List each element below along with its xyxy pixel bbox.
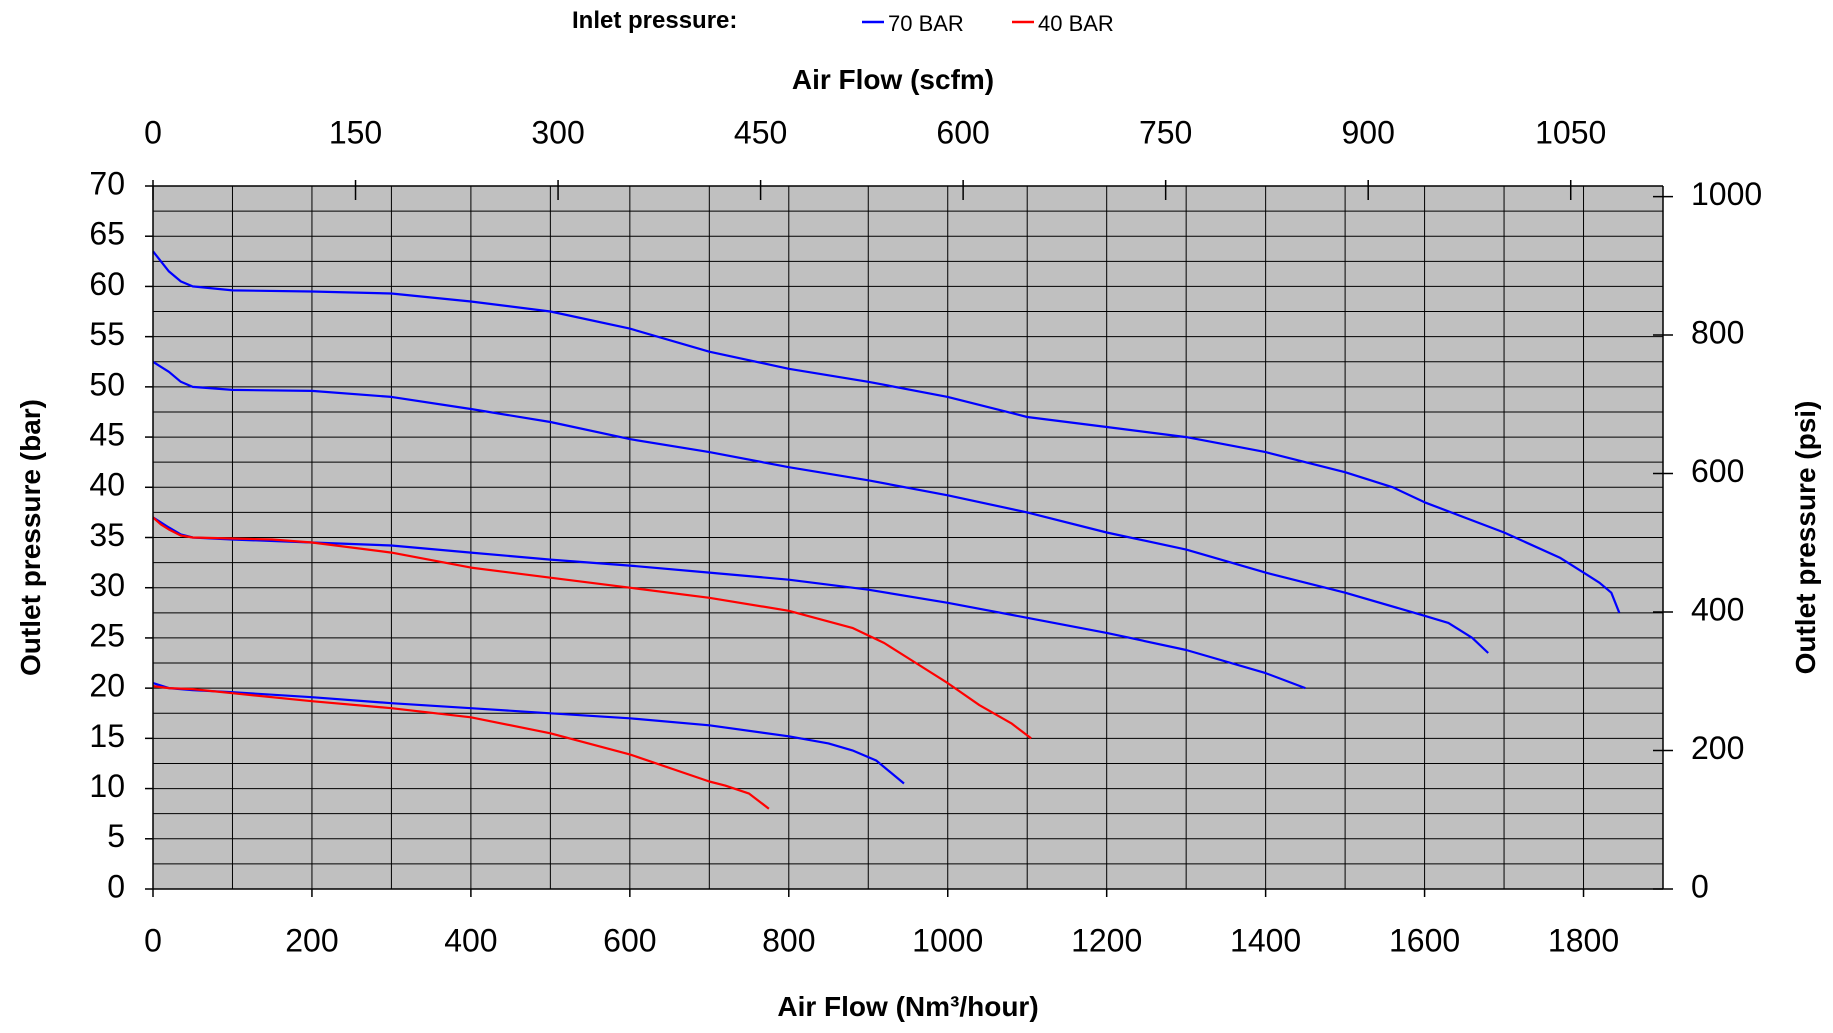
y-tick-label: 65: [89, 216, 125, 252]
x-tick-label: 1600: [1389, 922, 1460, 958]
top-x-tick-label: 300: [531, 114, 584, 150]
y-tick-label: 20: [89, 668, 125, 704]
y-tick-label: 30: [89, 567, 125, 603]
y-tick-label: 35: [89, 517, 125, 553]
top-x-tick-label: 150: [329, 114, 382, 150]
top-x-tick-label: 1050: [1535, 114, 1606, 150]
x-tick-label: 600: [603, 922, 656, 958]
y-axis-title: Outlet pressure (bar): [15, 399, 46, 676]
y-tick-label: 0: [107, 868, 125, 904]
x-tick-label: 1400: [1230, 922, 1301, 958]
right-y-tick-label: 0: [1691, 868, 1709, 904]
top-x-tick-label: 900: [1341, 114, 1394, 150]
x-tick-label: 0: [144, 922, 162, 958]
legend-label: 70 BAR: [888, 11, 964, 36]
top-x-tick-label: 750: [1139, 114, 1192, 150]
top-x-tick-label: 450: [734, 114, 787, 150]
x-tick-label: 1000: [912, 922, 983, 958]
axes: [145, 180, 1673, 897]
x-tick-label: 800: [762, 922, 815, 958]
y-tick-label: 10: [89, 768, 125, 804]
x-tick-label: 1800: [1548, 922, 1619, 958]
top-x-tick-label: 600: [936, 114, 989, 150]
y-tick-label: 40: [89, 467, 125, 503]
y-tick-label: 25: [89, 617, 125, 653]
series-layer: [152, 250, 1621, 810]
legend-item: 40 BAR: [1012, 11, 1114, 36]
y-tick-label: 60: [89, 266, 125, 302]
y-tick-label: 55: [89, 316, 125, 352]
tick-labels: 0 200 400 600 800 1000 1200 1400 1600 18000510152…: [89, 114, 1762, 958]
series-line-6: [152, 685, 770, 810]
legend: Inlet pressure: 70 BAR 40 BAR: [572, 7, 1114, 36]
series-line-5: [152, 516, 1032, 740]
series-line-1: [152, 250, 1621, 614]
x-axis-title: Air Flow (Nm³/hour): [777, 991, 1038, 1022]
right-y-tick-label: 200: [1691, 730, 1744, 766]
x-tick-label: 1200: [1071, 922, 1142, 958]
top-x-axis-title: Air Flow (scfm): [792, 64, 994, 95]
y-tick-label: 50: [89, 366, 125, 402]
y-tick-label: 45: [89, 417, 125, 453]
y-tick-label: 70: [89, 165, 125, 201]
right-y-axis-title: Outlet pressure (psi): [1790, 401, 1821, 675]
y-tick-label: 15: [89, 718, 125, 754]
top-x-tick-label: 0: [144, 114, 162, 150]
x-tick-label: 200: [285, 922, 338, 958]
right-y-tick-label: 800: [1691, 315, 1744, 351]
x-tick-label: 400: [444, 922, 497, 958]
right-y-tick-label: 400: [1691, 591, 1744, 627]
y-tick-label: 5: [107, 818, 125, 854]
right-y-tick-label: 1000: [1691, 176, 1762, 212]
legend-title: Inlet pressure:: [572, 7, 737, 34]
legend-label: 40 BAR: [1038, 11, 1114, 36]
right-y-tick-label: 600: [1691, 453, 1744, 489]
series-line-2: [152, 360, 1489, 654]
legend-item: 70 BAR: [862, 11, 964, 36]
